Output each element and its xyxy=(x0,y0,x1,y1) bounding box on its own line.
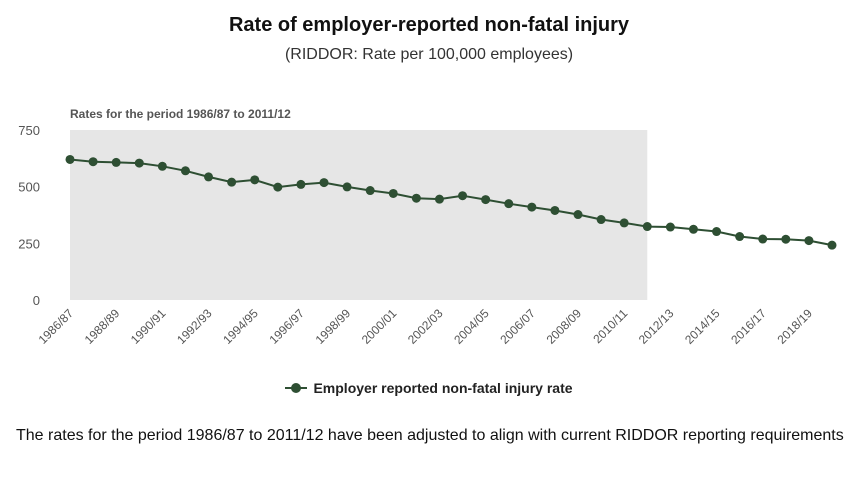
y-axis-ticks: 0 250 500 750 xyxy=(18,123,40,308)
data-point[interactable] xyxy=(827,240,837,250)
data-point[interactable] xyxy=(527,202,537,212)
x-tick-label: 2000/01 xyxy=(359,306,400,347)
x-axis-ticks: 1986/87 1988/89 1990/91 1992/93 1994/95 1996/… xyxy=(36,306,816,347)
data-point[interactable] xyxy=(227,177,237,187)
data-point[interactable] xyxy=(296,179,306,189)
data-point[interactable] xyxy=(134,158,144,168)
legend-marker-icon xyxy=(285,382,308,394)
x-tick-label: 2010/11 xyxy=(590,306,630,346)
data-point[interactable] xyxy=(157,161,167,171)
x-tick-label: 2004/05 xyxy=(451,306,492,347)
data-point[interactable] xyxy=(65,154,75,164)
y-tick-label: 750 xyxy=(18,123,40,138)
data-point[interactable] xyxy=(319,178,329,188)
data-point[interactable] xyxy=(688,224,698,234)
data-point[interactable] xyxy=(481,195,491,205)
data-point[interactable] xyxy=(781,234,791,244)
x-tick-label: 1988/89 xyxy=(82,306,123,347)
data-point[interactable] xyxy=(434,194,444,204)
x-tick-label: 2006/07 xyxy=(497,306,538,347)
data-point[interactable] xyxy=(365,186,375,196)
data-point[interactable] xyxy=(758,234,768,244)
x-tick-label: 1992/93 xyxy=(174,306,215,347)
data-point[interactable] xyxy=(573,210,583,220)
data-point[interactable] xyxy=(458,191,468,201)
y-tick-label: 0 xyxy=(33,293,40,308)
x-tick-label: 2018/19 xyxy=(774,306,815,347)
line-chart: Rates for the period 1986/87 to 2011/12 … xyxy=(18,107,837,347)
data-point[interactable] xyxy=(411,193,421,203)
data-point[interactable] xyxy=(204,172,214,182)
data-point[interactable] xyxy=(804,236,814,246)
data-point[interactable] xyxy=(665,222,675,232)
shaded-band xyxy=(70,130,648,300)
data-point[interactable] xyxy=(342,182,352,192)
data-point[interactable] xyxy=(273,182,283,192)
series-line xyxy=(69,158,833,247)
data-point[interactable] xyxy=(504,199,514,209)
y-tick-label: 250 xyxy=(18,236,40,251)
data-point[interactable] xyxy=(735,232,745,242)
data-point[interactable] xyxy=(111,157,121,167)
data-point[interactable] xyxy=(180,166,190,176)
x-tick-label: 2002/03 xyxy=(405,306,446,347)
data-point[interactable] xyxy=(712,227,722,237)
data-point[interactable] xyxy=(642,222,652,232)
y-tick-label: 500 xyxy=(18,180,40,195)
data-point[interactable] xyxy=(596,215,606,225)
x-tick-label: 2012/13 xyxy=(636,306,677,347)
x-tick-label: 2008/09 xyxy=(544,306,585,347)
data-point[interactable] xyxy=(619,218,629,228)
x-tick-label: 1986/87 xyxy=(36,306,77,347)
footnote: The rates for the period 1986/87 to 2011… xyxy=(16,427,844,444)
x-tick-label: 1998/99 xyxy=(313,306,354,347)
data-point[interactable] xyxy=(250,175,260,185)
band-annotation-label: Rates for the period 1986/87 to 2011/12 xyxy=(70,107,291,121)
x-tick-label: 1996/97 xyxy=(266,306,307,347)
chart-subtitle: (RIDDOR: Rate per 100,000 employees) xyxy=(284,46,574,63)
x-tick-label: 1990/91 xyxy=(128,306,169,347)
x-tick-label: 2016/17 xyxy=(728,306,769,347)
legend-label: Employer reported non-fatal injury rate xyxy=(313,380,573,396)
data-point[interactable] xyxy=(550,205,560,215)
shaded-band-layer: Rates for the period 1986/87 to 2011/12 xyxy=(70,107,648,300)
series-line-layer xyxy=(69,158,833,247)
series-points-layer xyxy=(65,154,837,250)
x-tick-label: 2014/15 xyxy=(682,306,723,347)
data-point[interactable] xyxy=(88,157,98,167)
legend[interactable]: Employer reported non-fatal injury rate xyxy=(0,380,858,396)
chart-title: Rate of employer-reported non-fatal inju… xyxy=(228,14,630,36)
data-point[interactable] xyxy=(388,188,398,198)
x-tick-label: 1994/95 xyxy=(220,306,261,347)
